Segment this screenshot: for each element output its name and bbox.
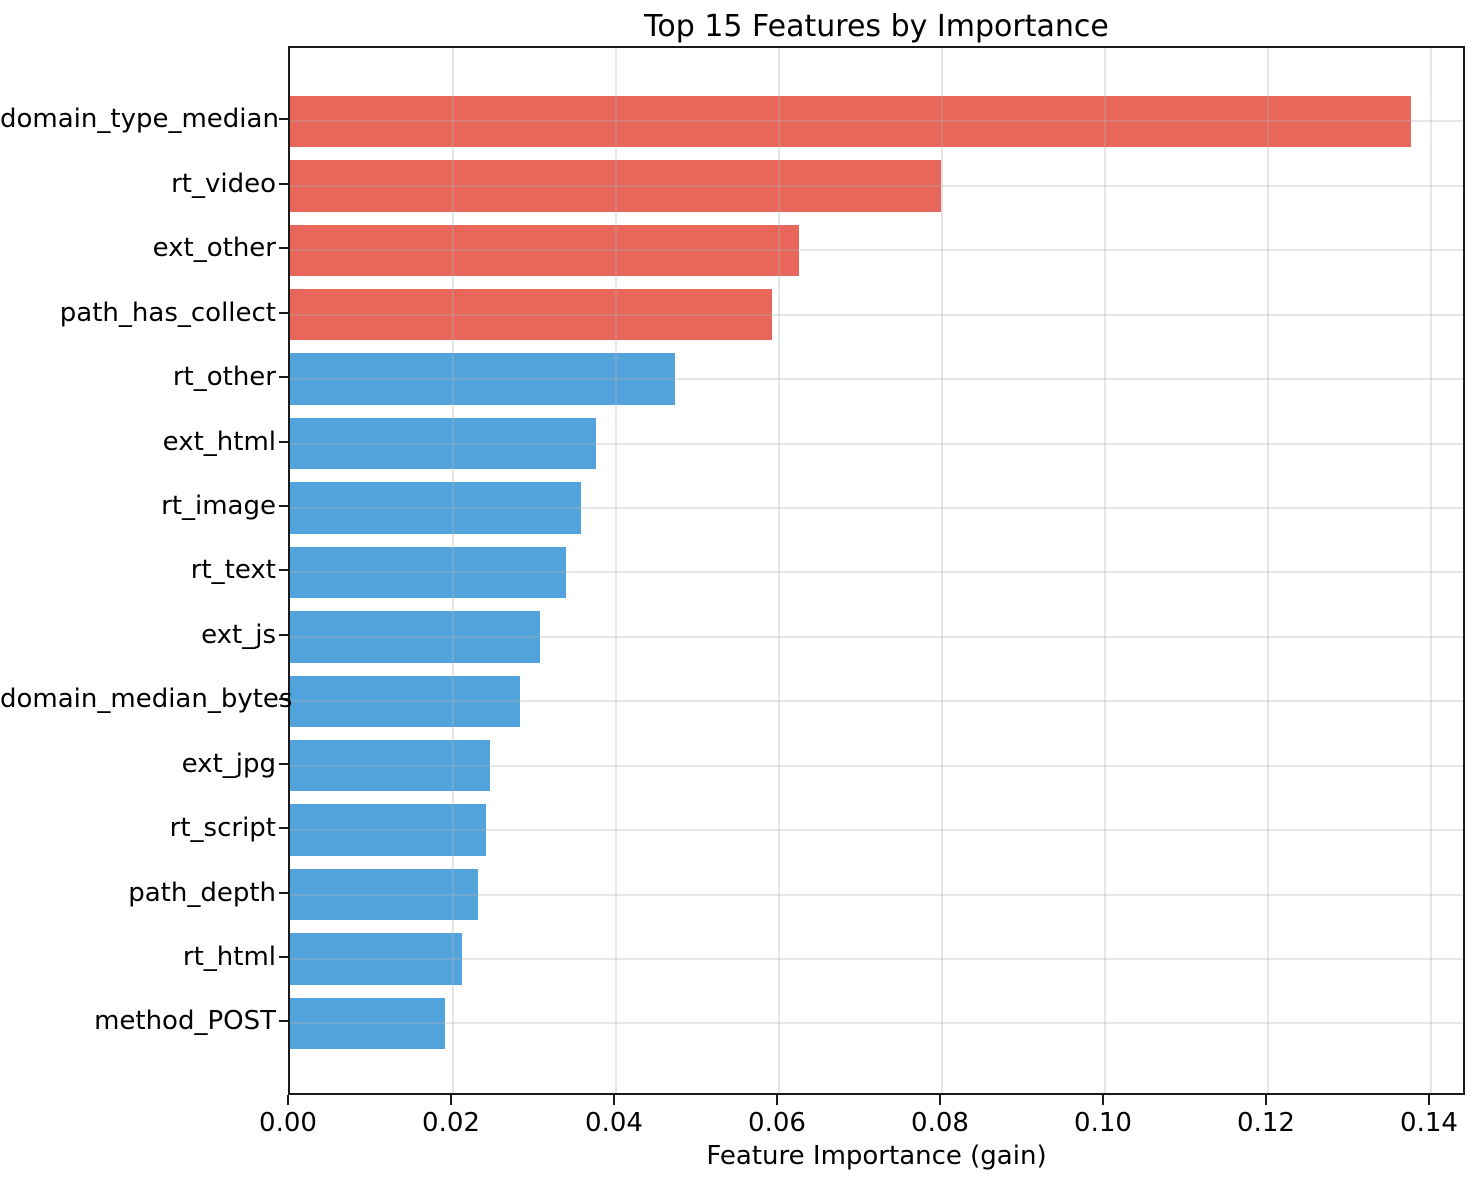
plot-area bbox=[288, 46, 1465, 1095]
y-tick-mark bbox=[279, 118, 288, 121]
x-tick-mark bbox=[1264, 1095, 1267, 1105]
bar-rt_script bbox=[290, 804, 486, 856]
bar-rt_image bbox=[290, 482, 581, 534]
x-tick-mark bbox=[449, 1095, 452, 1105]
y-tick-mark bbox=[279, 698, 288, 701]
bar-domain_type_median bbox=[290, 95, 1412, 148]
y-tick-mark bbox=[279, 891, 288, 894]
y-gridline bbox=[290, 120, 1463, 123]
x-axis-title: Feature Importance (gain) bbox=[706, 1141, 1047, 1171]
x-tick-mark bbox=[775, 1095, 778, 1105]
bar-ext_js bbox=[290, 611, 541, 663]
y-tick-mark bbox=[279, 247, 288, 250]
y-tick-mark bbox=[279, 762, 288, 765]
bar-rt_html bbox=[290, 933, 462, 985]
y-tick-mark bbox=[279, 827, 288, 830]
x-gridline bbox=[777, 48, 780, 1093]
y-gridline bbox=[290, 829, 1463, 832]
bar-rt_video bbox=[290, 160, 942, 212]
x-gridline bbox=[451, 48, 454, 1093]
bar-ext_other bbox=[290, 224, 800, 276]
x-tick-mark bbox=[612, 1095, 615, 1105]
x-tick-label: 0.08 bbox=[911, 1108, 969, 1138]
y-gridline bbox=[290, 249, 1463, 252]
y-tick-mark bbox=[279, 955, 288, 958]
y-tick-label-rt_other: rt_other bbox=[172, 362, 276, 393]
y-tick-label-rt_script: rt_script bbox=[169, 813, 276, 844]
y-tick-label-method_POST: method_POST bbox=[94, 1006, 276, 1037]
y-gridline bbox=[290, 313, 1463, 316]
y-gridline bbox=[290, 506, 1463, 509]
x-tick-mark bbox=[1427, 1095, 1430, 1105]
bar-ext_jpg bbox=[290, 739, 490, 792]
y-tick-label-path_depth: path_depth bbox=[128, 877, 276, 908]
x-tick-label: 0.02 bbox=[422, 1108, 480, 1138]
y-tick-mark bbox=[279, 569, 288, 572]
x-tick-mark bbox=[938, 1095, 941, 1105]
y-tick-label-domain_type_median: domain_type_median bbox=[0, 104, 279, 135]
y-tick-label-domain_median_bytes: domain_median_bytes bbox=[0, 684, 293, 715]
bar-path_has_collect bbox=[290, 288, 772, 341]
y-tick-mark bbox=[279, 633, 288, 636]
x-tick-mark bbox=[287, 1095, 289, 1105]
y-tick-mark bbox=[279, 504, 288, 507]
y-gridline bbox=[290, 184, 1463, 187]
bar-domain_median_bytes bbox=[290, 675, 520, 728]
x-gridline bbox=[1103, 48, 1106, 1093]
y-gridline bbox=[290, 571, 1463, 574]
y-tick-mark bbox=[279, 440, 288, 443]
x-gridline bbox=[614, 48, 617, 1093]
bar-rt_other bbox=[290, 353, 675, 405]
y-tick-mark bbox=[279, 1020, 288, 1023]
y-gridline bbox=[290, 957, 1463, 960]
x-tick-mark bbox=[1101, 1095, 1104, 1105]
y-gridline bbox=[290, 700, 1463, 703]
x-tick-label: 0.10 bbox=[1074, 1108, 1132, 1138]
x-tick-label: 0.06 bbox=[748, 1108, 806, 1138]
x-tick-label: 0.00 bbox=[259, 1108, 317, 1138]
x-gridline bbox=[1266, 48, 1269, 1093]
y-tick-label-rt_html: rt_html bbox=[182, 941, 276, 972]
bar-ext_html bbox=[290, 417, 596, 470]
y-tick-label-rt_text: rt_text bbox=[190, 555, 276, 586]
x-tick-label: 0.12 bbox=[1237, 1108, 1295, 1138]
y-tick-label-ext_jpg: ext_jpg bbox=[181, 748, 276, 779]
y-tick-mark bbox=[279, 182, 288, 185]
y-gridline bbox=[290, 635, 1463, 638]
x-tick-label: 0.04 bbox=[585, 1108, 643, 1138]
y-tick-label-ext_html: ext_html bbox=[162, 426, 276, 457]
y-gridline bbox=[290, 893, 1463, 896]
bar-method_POST bbox=[290, 997, 445, 1050]
bar-rt_text bbox=[290, 546, 567, 599]
y-tick-label-rt_image: rt_image bbox=[161, 490, 276, 521]
y-gridline bbox=[290, 764, 1463, 767]
y-gridline bbox=[290, 378, 1463, 381]
y-gridline bbox=[290, 442, 1463, 445]
chart-title: Top 15 Features by Importance bbox=[644, 9, 1109, 44]
x-gridline bbox=[940, 48, 943, 1093]
x-gridline bbox=[1429, 48, 1432, 1093]
x-tick-label: 0.14 bbox=[1400, 1108, 1458, 1138]
y-gridline bbox=[290, 1022, 1463, 1025]
y-tick-label-ext_other: ext_other bbox=[152, 233, 276, 264]
y-tick-label-rt_video: rt_video bbox=[171, 168, 276, 199]
y-tick-mark bbox=[279, 376, 288, 379]
y-tick-mark bbox=[279, 311, 288, 314]
bar-path_depth bbox=[290, 868, 479, 921]
y-tick-label-path_has_collect: path_has_collect bbox=[59, 297, 276, 328]
y-tick-label-ext_js: ext_js bbox=[201, 619, 276, 650]
